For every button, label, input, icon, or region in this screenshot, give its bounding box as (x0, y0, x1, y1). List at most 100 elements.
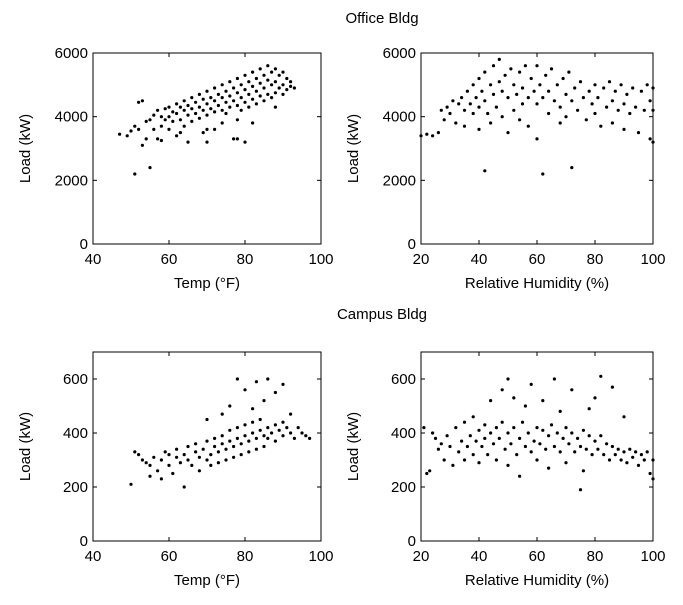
office-temp-point (247, 80, 251, 84)
office-bldg-title: Office Bldg (345, 10, 418, 27)
campus-humidity-x-tick-label: 40 (471, 548, 488, 565)
office-temp-point (254, 102, 258, 106)
office-humidity-point (547, 111, 551, 116)
campus-humidity-points (422, 374, 655, 492)
campus-humidity-point (578, 444, 583, 449)
office-temp-point (144, 119, 148, 123)
campus-temp-x-axis-label: Temp (°F) (174, 572, 240, 589)
campus-temp-point (251, 407, 255, 411)
campus-humidity-point (648, 471, 652, 476)
office-humidity-y-tick-label: 6000 (383, 45, 416, 62)
campus-humidity-point (500, 388, 504, 392)
office-humidity-point (602, 86, 606, 90)
office-humidity-point (532, 89, 536, 93)
campus-humidity-point (538, 442, 542, 446)
office-humidity-panel: 20 40 60 80 100 0 2000 4000 6000 Relative Humidit… (345, 45, 666, 292)
campus-humidity-point (462, 420, 467, 424)
office-humidity-point (520, 102, 525, 106)
campus-temp-points (129, 377, 312, 489)
campus-bldg-title: Campus Bldg (337, 306, 427, 323)
campus-temp-y-tick-label: 400 (63, 425, 88, 442)
campus-humidity-point (471, 453, 475, 457)
office-temp-y-tick-label: 6000 (55, 45, 88, 62)
campus-temp-point (129, 482, 133, 486)
office-temp-point (137, 127, 141, 131)
campus-humidity-point (523, 404, 528, 408)
campus-humidity-point (645, 450, 649, 454)
campus-humidity-point (564, 461, 568, 465)
campus-humidity-point (564, 426, 568, 430)
office-humidity-point (451, 99, 455, 103)
campus-temp-y-tick-label: 0 (80, 533, 88, 550)
office-humidity-point (520, 86, 525, 90)
office-humidity-point (477, 105, 481, 109)
campus-temp-point (300, 431, 304, 435)
campus-temp-point (258, 428, 262, 432)
campus-temp-y-tick-label: 200 (63, 479, 88, 496)
office-temp-point (133, 124, 137, 128)
office-temp-point (209, 107, 213, 111)
office-humidity-points (419, 57, 655, 176)
office-humidity-point (616, 108, 620, 112)
office-humidity-point (593, 111, 597, 116)
office-humidity-point (558, 121, 562, 125)
office-temp-point (125, 134, 129, 138)
office-temp-point (205, 127, 209, 131)
office-temp-point (262, 99, 266, 103)
campus-humidity-point (454, 426, 458, 430)
office-humidity-point (483, 70, 487, 74)
office-temp-point (266, 64, 270, 68)
office-temp-point (266, 92, 270, 96)
office-temp-point (182, 108, 186, 112)
office-temp-point (228, 80, 232, 84)
campus-temp-point (239, 453, 243, 457)
office-humidity-point (599, 124, 603, 128)
office-humidity-x-tick-label: 80 (587, 251, 604, 268)
office-temp-point (289, 84, 293, 88)
campus-humidity-point (477, 428, 481, 432)
office-humidity-point (590, 102, 594, 106)
campus-temp-x-tick-label: 100 (308, 548, 333, 565)
office-humidity-point (425, 132, 429, 136)
office-humidity-point (500, 89, 504, 93)
office-temp-point (163, 118, 167, 122)
office-temp-point (209, 96, 213, 100)
office-humidity-point (567, 70, 571, 74)
campus-temp-point (194, 442, 198, 446)
office-temp-point (220, 96, 224, 100)
campus-humidity-point (599, 434, 603, 438)
campus-humidity-point (506, 431, 510, 435)
campus-humidity-point (509, 442, 513, 446)
campus-humidity-point (639, 453, 644, 457)
campus-temp-panel: 40 60 80 100 0 200 400 600 Temp (°F) Load (kW) (17, 351, 334, 589)
office-temp-point (262, 86, 266, 90)
campus-temp-x-tick-label: 80 (237, 548, 254, 565)
campus-humidity-point (491, 442, 496, 446)
campus-temp-point (304, 434, 308, 438)
office-humidity-point (558, 105, 562, 109)
office-temp-point (216, 92, 220, 96)
office-temp-point (159, 138, 163, 143)
office-humidity-point (622, 102, 626, 106)
campus-humidity-point (422, 426, 426, 430)
office-temp-x-axis-label: Temp (°F) (174, 275, 240, 292)
office-humidity-point (535, 64, 539, 68)
campus-temp-point (220, 434, 224, 438)
office-temp-point (133, 172, 137, 176)
campus-temp-point (159, 458, 163, 462)
campus-humidity-y-axis-label: Load (kW) (345, 412, 362, 481)
office-temp-point (213, 99, 217, 103)
campus-humidity-point (535, 458, 539, 462)
office-humidity-point (419, 134, 423, 138)
office-humidity-point (506, 96, 510, 100)
office-humidity-point (500, 115, 504, 119)
campus-humidity-axes-frame (420, 351, 654, 542)
office-temp-point (251, 70, 255, 74)
office-humidity-point (547, 89, 551, 93)
campus-temp-point (243, 423, 247, 427)
campus-humidity-point (535, 426, 539, 430)
office-temp-point (285, 88, 289, 92)
office-humidity-point (523, 64, 528, 68)
office-temp-point (251, 84, 255, 88)
campus-humidity-point (642, 458, 646, 462)
